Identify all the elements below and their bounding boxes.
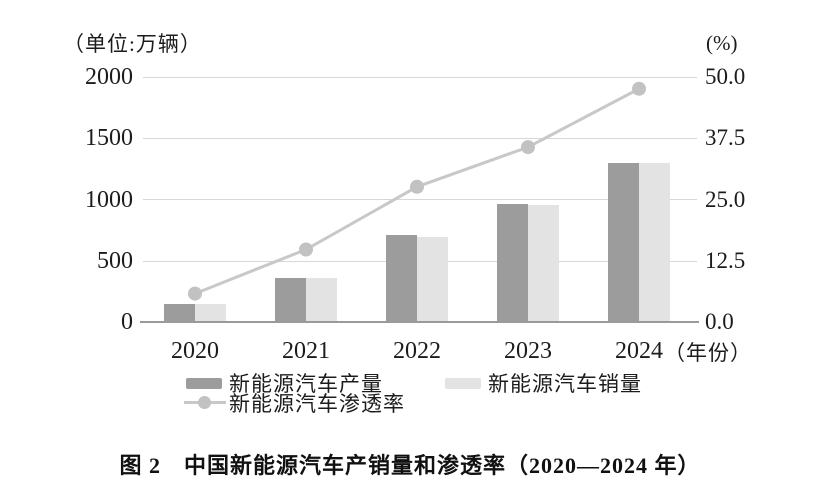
x-axis-label-2023: 2023 <box>504 338 552 364</box>
legend-swatch-sales-bar <box>445 378 481 389</box>
penetration-point-2022 <box>410 179 424 194</box>
penetration-point-2021 <box>299 242 313 257</box>
penetration-point-2020 <box>188 286 202 301</box>
x-axis-label-2021: 2021 <box>282 338 330 364</box>
penetration-line-layer <box>188 81 646 301</box>
right-axis-tick: 0.0 <box>705 309 734 334</box>
bar-production-2023 <box>497 203 528 321</box>
x-axis-label-2024: 2024 <box>615 338 663 364</box>
figure-caption: 图 2 中国新能源汽车产销量和渗透率（2020—2024 年） <box>119 453 701 478</box>
bar-production-2020 <box>164 304 195 321</box>
legend-label-penetration: 新能源汽车渗透率 <box>229 392 405 416</box>
left-axis-tick: 2000 <box>85 64 133 90</box>
bar-sales-2023 <box>528 204 559 321</box>
right-axis-tick: 50.0 <box>705 64 746 89</box>
legend-swatch-production-bar <box>186 378 222 389</box>
bar-production-2021 <box>275 277 306 321</box>
legend-label-sales: 新能源汽车销量 <box>488 372 642 396</box>
right-axis-unit-label: (%) <box>706 31 738 55</box>
left-axis-tick: 1000 <box>85 187 133 213</box>
x-axis-baseline <box>140 321 699 323</box>
left-axis-tick: 500 <box>97 248 133 274</box>
x-axis-label-2020: 2020 <box>171 338 219 364</box>
left-axis-tick: 1500 <box>85 125 133 151</box>
bar-sales-2020 <box>195 304 226 321</box>
bar-sales-2022 <box>417 236 448 321</box>
right-axis-tick: 25.0 <box>705 187 746 212</box>
gridline-1000 <box>143 199 697 200</box>
right-axis-tick: 37.5 <box>705 125 746 150</box>
left-axis-tick: 0 <box>121 309 133 335</box>
penetration-point-2023 <box>521 140 535 155</box>
left-axis-unit-label: （单位:万辆） <box>63 32 202 56</box>
penetration-point-2024 <box>632 81 646 96</box>
x-axis-label-2022: 2022 <box>393 338 441 364</box>
legend-label-production: 新能源汽车产量 <box>229 372 383 396</box>
bar-sales-2024 <box>639 163 670 321</box>
right-axis-tick: 12.5 <box>705 248 746 273</box>
x-axis-unit-label: （年份） <box>664 341 752 365</box>
bar-production-2024 <box>608 163 639 321</box>
gridline-2000 <box>143 77 697 78</box>
bar-production-2022 <box>386 234 417 321</box>
bar-sales-2021 <box>306 277 337 321</box>
gridline-1500 <box>143 138 697 139</box>
plot-area <box>140 77 699 323</box>
legend-swatch-penetration-dot <box>198 396 211 409</box>
